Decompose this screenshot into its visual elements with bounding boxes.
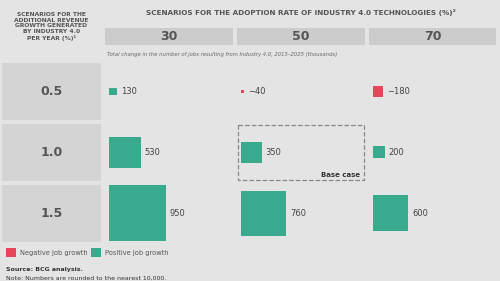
Text: SCENARIOS FOR THE ADOPTION RATE OF INDUSTRY 4.0 TECHNOLOGIES (%)²: SCENARIOS FOR THE ADOPTION RATE OF INDUS…	[146, 9, 456, 16]
Bar	[240, 90, 244, 93]
Text: 600: 600	[412, 209, 428, 218]
Bar	[109, 87, 116, 95]
Bar	[372, 146, 384, 158]
Bar	[236, 28, 364, 45]
Bar	[0, 0, 103, 61]
Text: 760: 760	[290, 209, 306, 218]
Bar	[372, 196, 408, 231]
Bar	[238, 125, 364, 180]
Text: 50: 50	[292, 30, 310, 43]
Bar	[2, 124, 101, 181]
Text: 200: 200	[388, 148, 404, 157]
Text: Note: Numbers are rounded to the nearest 10,000.: Note: Numbers are rounded to the nearest…	[6, 276, 166, 281]
Bar	[2, 63, 101, 120]
Bar	[368, 28, 496, 45]
Bar	[240, 191, 286, 235]
Text: 1.5: 1.5	[40, 207, 62, 220]
Bar	[109, 137, 140, 168]
Text: −40: −40	[248, 87, 265, 96]
Text: 130: 130	[120, 87, 136, 96]
Text: −180: −180	[388, 87, 410, 96]
Bar	[91, 248, 101, 257]
Text: Source: BCG analysis.: Source: BCG analysis.	[6, 267, 83, 272]
Text: 530: 530	[144, 148, 160, 157]
Text: 1.0: 1.0	[40, 146, 62, 159]
Text: Positive job growth: Positive job growth	[105, 250, 168, 256]
Bar	[105, 28, 232, 45]
Bar	[240, 142, 262, 163]
Text: Total change in the number of jobs resulting from Industry 4.0, 2015–2025 (thous: Total change in the number of jobs resul…	[107, 51, 337, 56]
Text: SCENARIOS FOR THE
ADDITIONAL REVENUE
GROWTH GENERATED
BY INDUSTRY 4.0
PER YEAR (: SCENARIOS FOR THE ADDITIONAL REVENUE GRO…	[14, 12, 88, 41]
Bar	[372, 86, 384, 97]
Text: 30: 30	[160, 30, 178, 43]
Text: 70: 70	[424, 30, 441, 43]
Text: Negative job growth: Negative job growth	[20, 250, 87, 256]
Text: 950: 950	[170, 209, 186, 218]
Text: Base case: Base case	[322, 172, 360, 178]
Bar	[6, 248, 16, 257]
Bar	[109, 185, 166, 241]
Bar	[2, 185, 101, 242]
Text: 350: 350	[266, 148, 281, 157]
Text: 0.5: 0.5	[40, 85, 62, 98]
